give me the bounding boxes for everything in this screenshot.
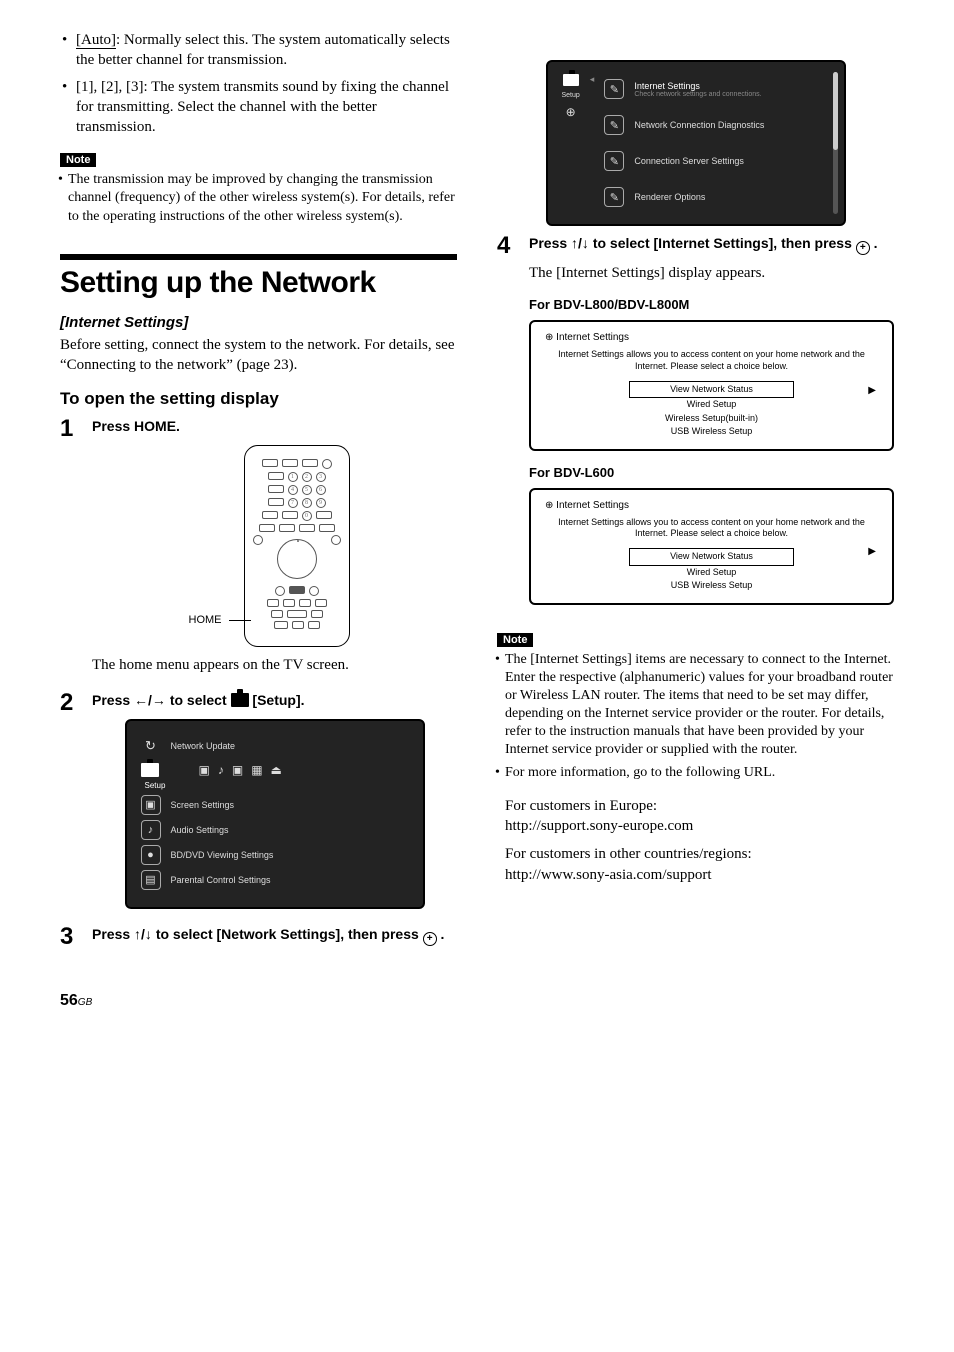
open-setting-heading: To open the setting display bbox=[60, 389, 457, 409]
shot1-arrow: ▶ bbox=[868, 385, 876, 396]
remote-diagram: HOME 123 456 789 0 bbox=[200, 445, 350, 647]
setup-row-icon bbox=[141, 763, 159, 777]
step-4: 4 Press to select [Internet Settings], t… bbox=[497, 234, 894, 615]
updown-icon-2 bbox=[571, 235, 589, 251]
setup-icon bbox=[231, 693, 249, 707]
note-list-left: The transmission may be improved by chan… bbox=[60, 171, 457, 226]
shot1-list: View Network Status Wired Setup Wireless… bbox=[545, 381, 878, 439]
bullet-auto: [Auto]: Normally select this. The system… bbox=[76, 30, 457, 71]
setup-menu-screenshot: ↻Network Update ▣♪▣▦⏏ Setup ▣Screen Sett… bbox=[125, 719, 425, 909]
globe-icon: ⊕ bbox=[566, 105, 576, 119]
shot1-title: ⊕ Internet Settings bbox=[545, 332, 878, 343]
net-icon-1: ✎ bbox=[604, 79, 624, 99]
step-4-result: The [Internet Settings] display appears. bbox=[529, 263, 894, 283]
note-right-1: The [Internet Settings] items are necess… bbox=[505, 651, 894, 760]
scrollbar bbox=[833, 72, 838, 214]
enter-icon: + bbox=[423, 932, 437, 946]
internet-settings-shot-l800: ⊕ Internet Settings Internet Settings al… bbox=[529, 320, 894, 450]
network-settings-screenshot: Setup ⊕ ◂ ✎Internet SettingsCheck networ… bbox=[546, 60, 846, 226]
step-1-instr: Press HOME. bbox=[92, 417, 457, 437]
step-3-instr: Press to select [Network Settings], then… bbox=[92, 925, 457, 946]
audio-icon: ♪ bbox=[141, 820, 161, 840]
leftright-icon bbox=[134, 692, 166, 708]
setup-sidebar-icon bbox=[563, 74, 579, 86]
shot1-sub: Internet Settings allows you to access c… bbox=[545, 349, 878, 372]
shot2-list: View Network Status Wired Setup USB Wire… bbox=[545, 548, 878, 593]
model-l600-label: For BDV-L600 bbox=[529, 465, 894, 480]
step-4-num: 4 bbox=[497, 234, 519, 258]
step-3: 3 Press to select [Network Settings], th… bbox=[60, 925, 457, 954]
note-badge-left: Note bbox=[60, 153, 96, 167]
update-icon: ↻ bbox=[141, 738, 161, 754]
step-2-num: 2 bbox=[60, 691, 82, 715]
step-1: 1 Press HOME. HOME 123 456 789 0 bbox=[60, 417, 457, 683]
parental-icon: ▤ bbox=[141, 870, 161, 890]
bullet-auto-text: : Normally select this. The system autom… bbox=[76, 32, 450, 68]
bddvd-icon: ● bbox=[141, 845, 161, 865]
page-region: GB bbox=[78, 997, 92, 1008]
step-1-num: 1 bbox=[60, 417, 82, 441]
net-icon-2: ✎ bbox=[604, 115, 624, 135]
page-number: 56 bbox=[60, 992, 78, 1009]
enter-icon-2: + bbox=[856, 241, 870, 255]
step-4-instr: Press to select [Internet Settings], the… bbox=[529, 234, 894, 255]
bullet-channels: [1], [2], [3]: The system transmits soun… bbox=[76, 77, 457, 138]
bullet-auto-prefix: [Auto] bbox=[76, 32, 116, 49]
step-3-num: 3 bbox=[60, 925, 82, 949]
home-callout-label: HOME bbox=[189, 614, 222, 626]
shot2-title: ⊕ Internet Settings bbox=[545, 500, 878, 511]
step-1-result: The home menu appears on the TV screen. bbox=[92, 655, 457, 675]
setup-category-icons: ▣♪▣▦⏏ bbox=[199, 763, 282, 777]
home-callout-line bbox=[229, 620, 251, 621]
note-badge-right: Note bbox=[497, 633, 533, 647]
bullet-channels-prefix: [1], [2], [3] bbox=[76, 79, 143, 95]
page-title: Setting up the Network bbox=[60, 266, 457, 300]
intro-text: Before setting, connect the system to th… bbox=[60, 335, 457, 376]
shot2-sub: Internet Settings allows you to access c… bbox=[545, 517, 878, 540]
shot2-arrow: ▶ bbox=[868, 546, 876, 557]
updown-icon bbox=[134, 926, 152, 942]
page-footer: 56GB bbox=[60, 992, 894, 1010]
internet-settings-shot-l600: ⊕ Internet Settings Internet Settings al… bbox=[529, 488, 894, 605]
note-right-2: For more information, go to the followin… bbox=[505, 764, 894, 782]
section-rule bbox=[60, 254, 457, 260]
region-europe: For customers in Europe: http://support.… bbox=[497, 796, 894, 837]
step-2-instr: Press to select [Setup]. bbox=[92, 691, 457, 711]
net-icon-4: ✎ bbox=[604, 187, 624, 207]
note-left-1: The transmission may be improved by chan… bbox=[68, 171, 457, 226]
region-other: For customers in other countries/regions… bbox=[497, 844, 894, 885]
channel-bullets: [Auto]: Normally select this. The system… bbox=[60, 30, 457, 137]
screen-icon: ▣ bbox=[141, 795, 161, 815]
model-l800-label: For BDV-L800/BDV-L800M bbox=[529, 297, 894, 312]
step-2: 2 Press to select [Setup]. ↻Network Upda… bbox=[60, 691, 457, 917]
net-icon-3: ✎ bbox=[604, 151, 624, 171]
note-list-right: The [Internet Settings] items are necess… bbox=[497, 651, 894, 782]
internet-settings-label: [Internet Settings] bbox=[60, 314, 457, 331]
